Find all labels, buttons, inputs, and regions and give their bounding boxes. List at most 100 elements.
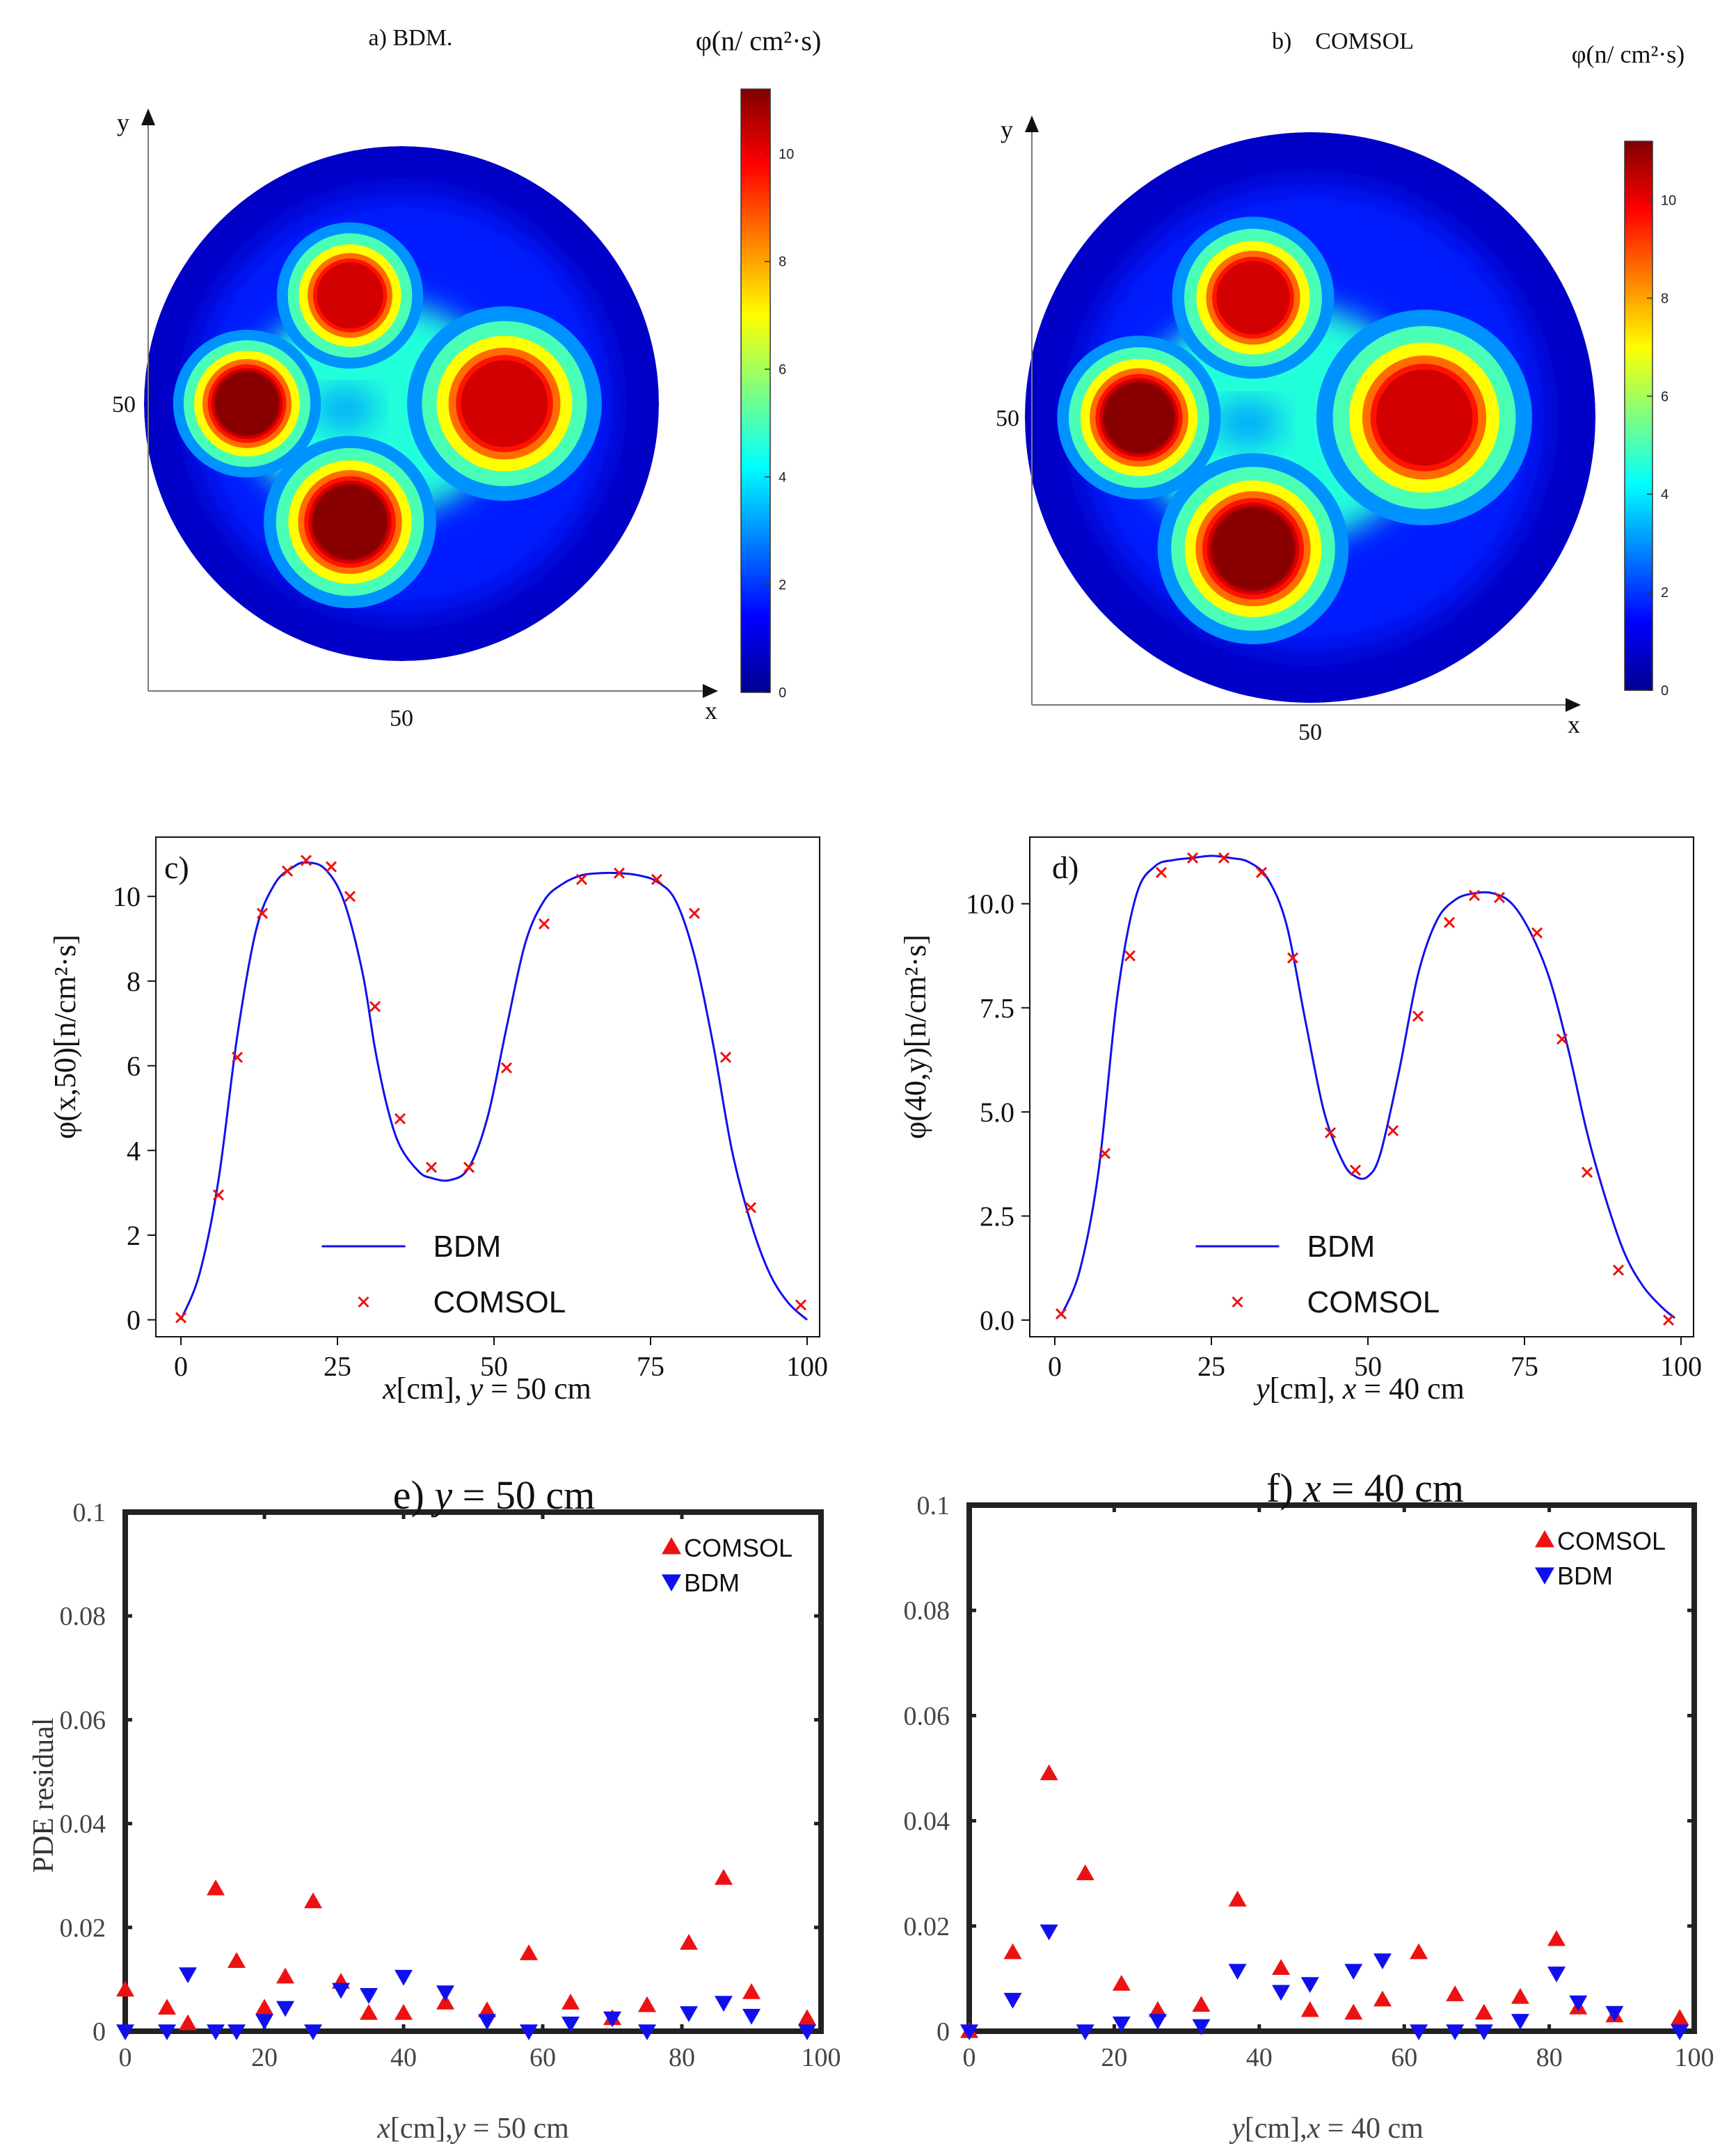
source-1-level-7 — [215, 372, 279, 436]
legend-comsol-swatch — [1232, 1296, 1243, 1308]
comsol-point — [651, 873, 663, 885]
panel-c-line-chart: 0 25 50 75 100 0 2 4 6 8 10 BDM COMSOL c) φ(x,50)[n/… — [48, 836, 828, 1406]
y-tick-label: 10.0 — [966, 889, 1014, 920]
panel-b-colorbar-label: φ(n/ cm²·s) — [1572, 40, 1685, 68]
legend-bdm-swatch — [1535, 1567, 1554, 1584]
bdm-point — [436, 1985, 454, 2002]
legend-bdm-swatch — [662, 1574, 681, 1591]
panel-e-plot-area: 0 20 40 60 80 100 0 0.02 0.04 0.06 0.08 0.1 COMSOL BD… — [60, 1498, 841, 2072]
comsol-point — [425, 1161, 438, 1173]
panel-e-x-axis-label: x[cm],y = 50 cm — [376, 2113, 569, 2145]
panel-d-xlabel-unit: [cm], — [1270, 1372, 1343, 1406]
bdm-point — [798, 2024, 816, 2040]
panel-b-flux-map — [1025, 132, 1595, 703]
panel-f-title-var: x — [1303, 1465, 1321, 1511]
bdm-point — [1569, 1995, 1588, 2012]
plot-frame — [966, 1502, 1697, 2034]
panel-f-title: f) x = 40 cm — [1266, 1465, 1464, 1511]
comsol-point — [1671, 2009, 1689, 2025]
x-axis-name: x — [705, 697, 717, 724]
source-1-level-7 — [1104, 382, 1174, 453]
panel-c-plot-area: 0 25 50 75 100 0 2 4 6 8 10 BDM COMSOL — [113, 836, 828, 1382]
b-map-layers — [1025, 132, 1595, 703]
y-tick-label: 8 — [127, 966, 141, 997]
plot-frame — [155, 836, 820, 1337]
comsol-point — [116, 1980, 134, 1997]
panel-c-xlabel-var2: y — [467, 1372, 484, 1406]
bdm-point — [960, 2024, 978, 2040]
panel-c-xlabel-unit: [cm], — [397, 1372, 470, 1406]
comsol-point — [281, 865, 294, 877]
comsol-point — [1344, 2003, 1363, 2020]
bdm-point — [276, 2001, 294, 2017]
y-tick-label: 0 — [937, 2017, 950, 2047]
panel-d-xlabel-var2: x — [1342, 1372, 1357, 1406]
panel-c-label: c) — [164, 850, 189, 885]
bdm-point — [332, 1983, 350, 1999]
x-tick-label: 75 — [637, 1351, 664, 1382]
comsol-point — [688, 907, 701, 919]
x-tick-label: 100 — [802, 2043, 841, 2072]
comsol-point — [1228, 1891, 1247, 1907]
legend-bdm-label: BDM — [684, 1568, 740, 1597]
y-axis-arrow — [1025, 116, 1039, 132]
comsol-point — [1446, 1985, 1465, 2001]
colorbar-tick-label: 6 — [779, 363, 786, 378]
panel-a-title: a) BDM. — [369, 25, 453, 51]
bdm-point — [1076, 2024, 1094, 2040]
bdm-point — [395, 1969, 413, 1986]
comsol-point — [436, 1993, 454, 2010]
y-tick-label: 50 — [996, 406, 1019, 431]
panel-d-x-axis-label: y[cm], x = 40 cm — [1253, 1372, 1465, 1406]
panel-c-x-axis-label: x[cm], y = 50 cm — [382, 1372, 591, 1406]
panel-e-xlabel-var: x — [376, 2113, 390, 2145]
bdm-point — [478, 2014, 496, 2031]
panel-d-y-axis-label: φ(40,y)[n/cm²·s] — [898, 935, 932, 1139]
bdm-point — [1148, 2014, 1167, 2030]
comsol-point — [1055, 1308, 1067, 1320]
comsol-point — [1373, 1990, 1392, 2007]
y-tick-label: 5.0 — [980, 1097, 1014, 1128]
y-tick-label: 10 — [113, 881, 141, 912]
bdm-point — [1605, 2005, 1624, 2022]
x-tick-label: 25 — [324, 1351, 351, 1382]
bdm-point — [304, 2024, 322, 2040]
colorbar-tick-label: 4 — [1661, 487, 1669, 502]
x-tick-label: 40 — [1246, 2043, 1273, 2072]
x-tick-label: 100 — [1660, 1351, 1702, 1382]
bdm-point — [228, 2024, 246, 2040]
bdm-point — [1228, 1964, 1247, 1980]
comsol-point — [344, 891, 356, 903]
panel-e-title: e) y = 50 cm — [393, 1472, 595, 1518]
bdm-series-line — [180, 861, 809, 1321]
x-axis-name: x — [1568, 710, 1580, 738]
bdm-point — [1547, 1967, 1566, 1983]
x-axis-arrow — [1566, 698, 1581, 712]
panel-e-residual-chart: 0 20 40 60 80 100 0 0.02 0.04 0.06 0.08 0.1 COMSOL BD… — [28, 1472, 841, 2145]
comsol-point — [1412, 1010, 1424, 1022]
panel-b-colorbar: 0 2 4 6 8 10 — [1624, 141, 1676, 699]
comsol-point — [1547, 1930, 1566, 1946]
legend-comsol-swatch — [1535, 1530, 1554, 1548]
comsol-point — [1040, 1764, 1058, 1781]
comsol-point — [228, 1952, 246, 1969]
bdm-point — [638, 2024, 656, 2040]
y-tick-label: 0.02 — [60, 1914, 106, 1943]
panel-f-xlabel-var2: x — [1307, 2113, 1321, 2145]
bdm-point — [562, 2017, 580, 2033]
comsol-point — [719, 1051, 732, 1063]
y-tick-label: 0.08 — [904, 1596, 950, 1626]
bdm-point — [680, 2006, 698, 2022]
comsol-point — [1192, 1996, 1211, 2012]
comsol-point — [304, 1892, 322, 1909]
panel-f-title-prefix: f) — [1266, 1465, 1303, 1511]
colorbar-tick-label: 10 — [1661, 193, 1676, 209]
legend-comsol-label: COMSOL — [1307, 1285, 1440, 1319]
comsol-point — [638, 1996, 656, 2012]
y-tick-label: 0.04 — [60, 1810, 106, 1839]
legend-comsol-label: COMSOL — [684, 1534, 793, 1562]
panel-d-xlabel-var: y — [1253, 1372, 1270, 1406]
comsol-point — [300, 855, 312, 866]
panel-f-xlabel-rest: = 40 cm — [1320, 2113, 1424, 2145]
comsol-point — [478, 2001, 496, 2017]
